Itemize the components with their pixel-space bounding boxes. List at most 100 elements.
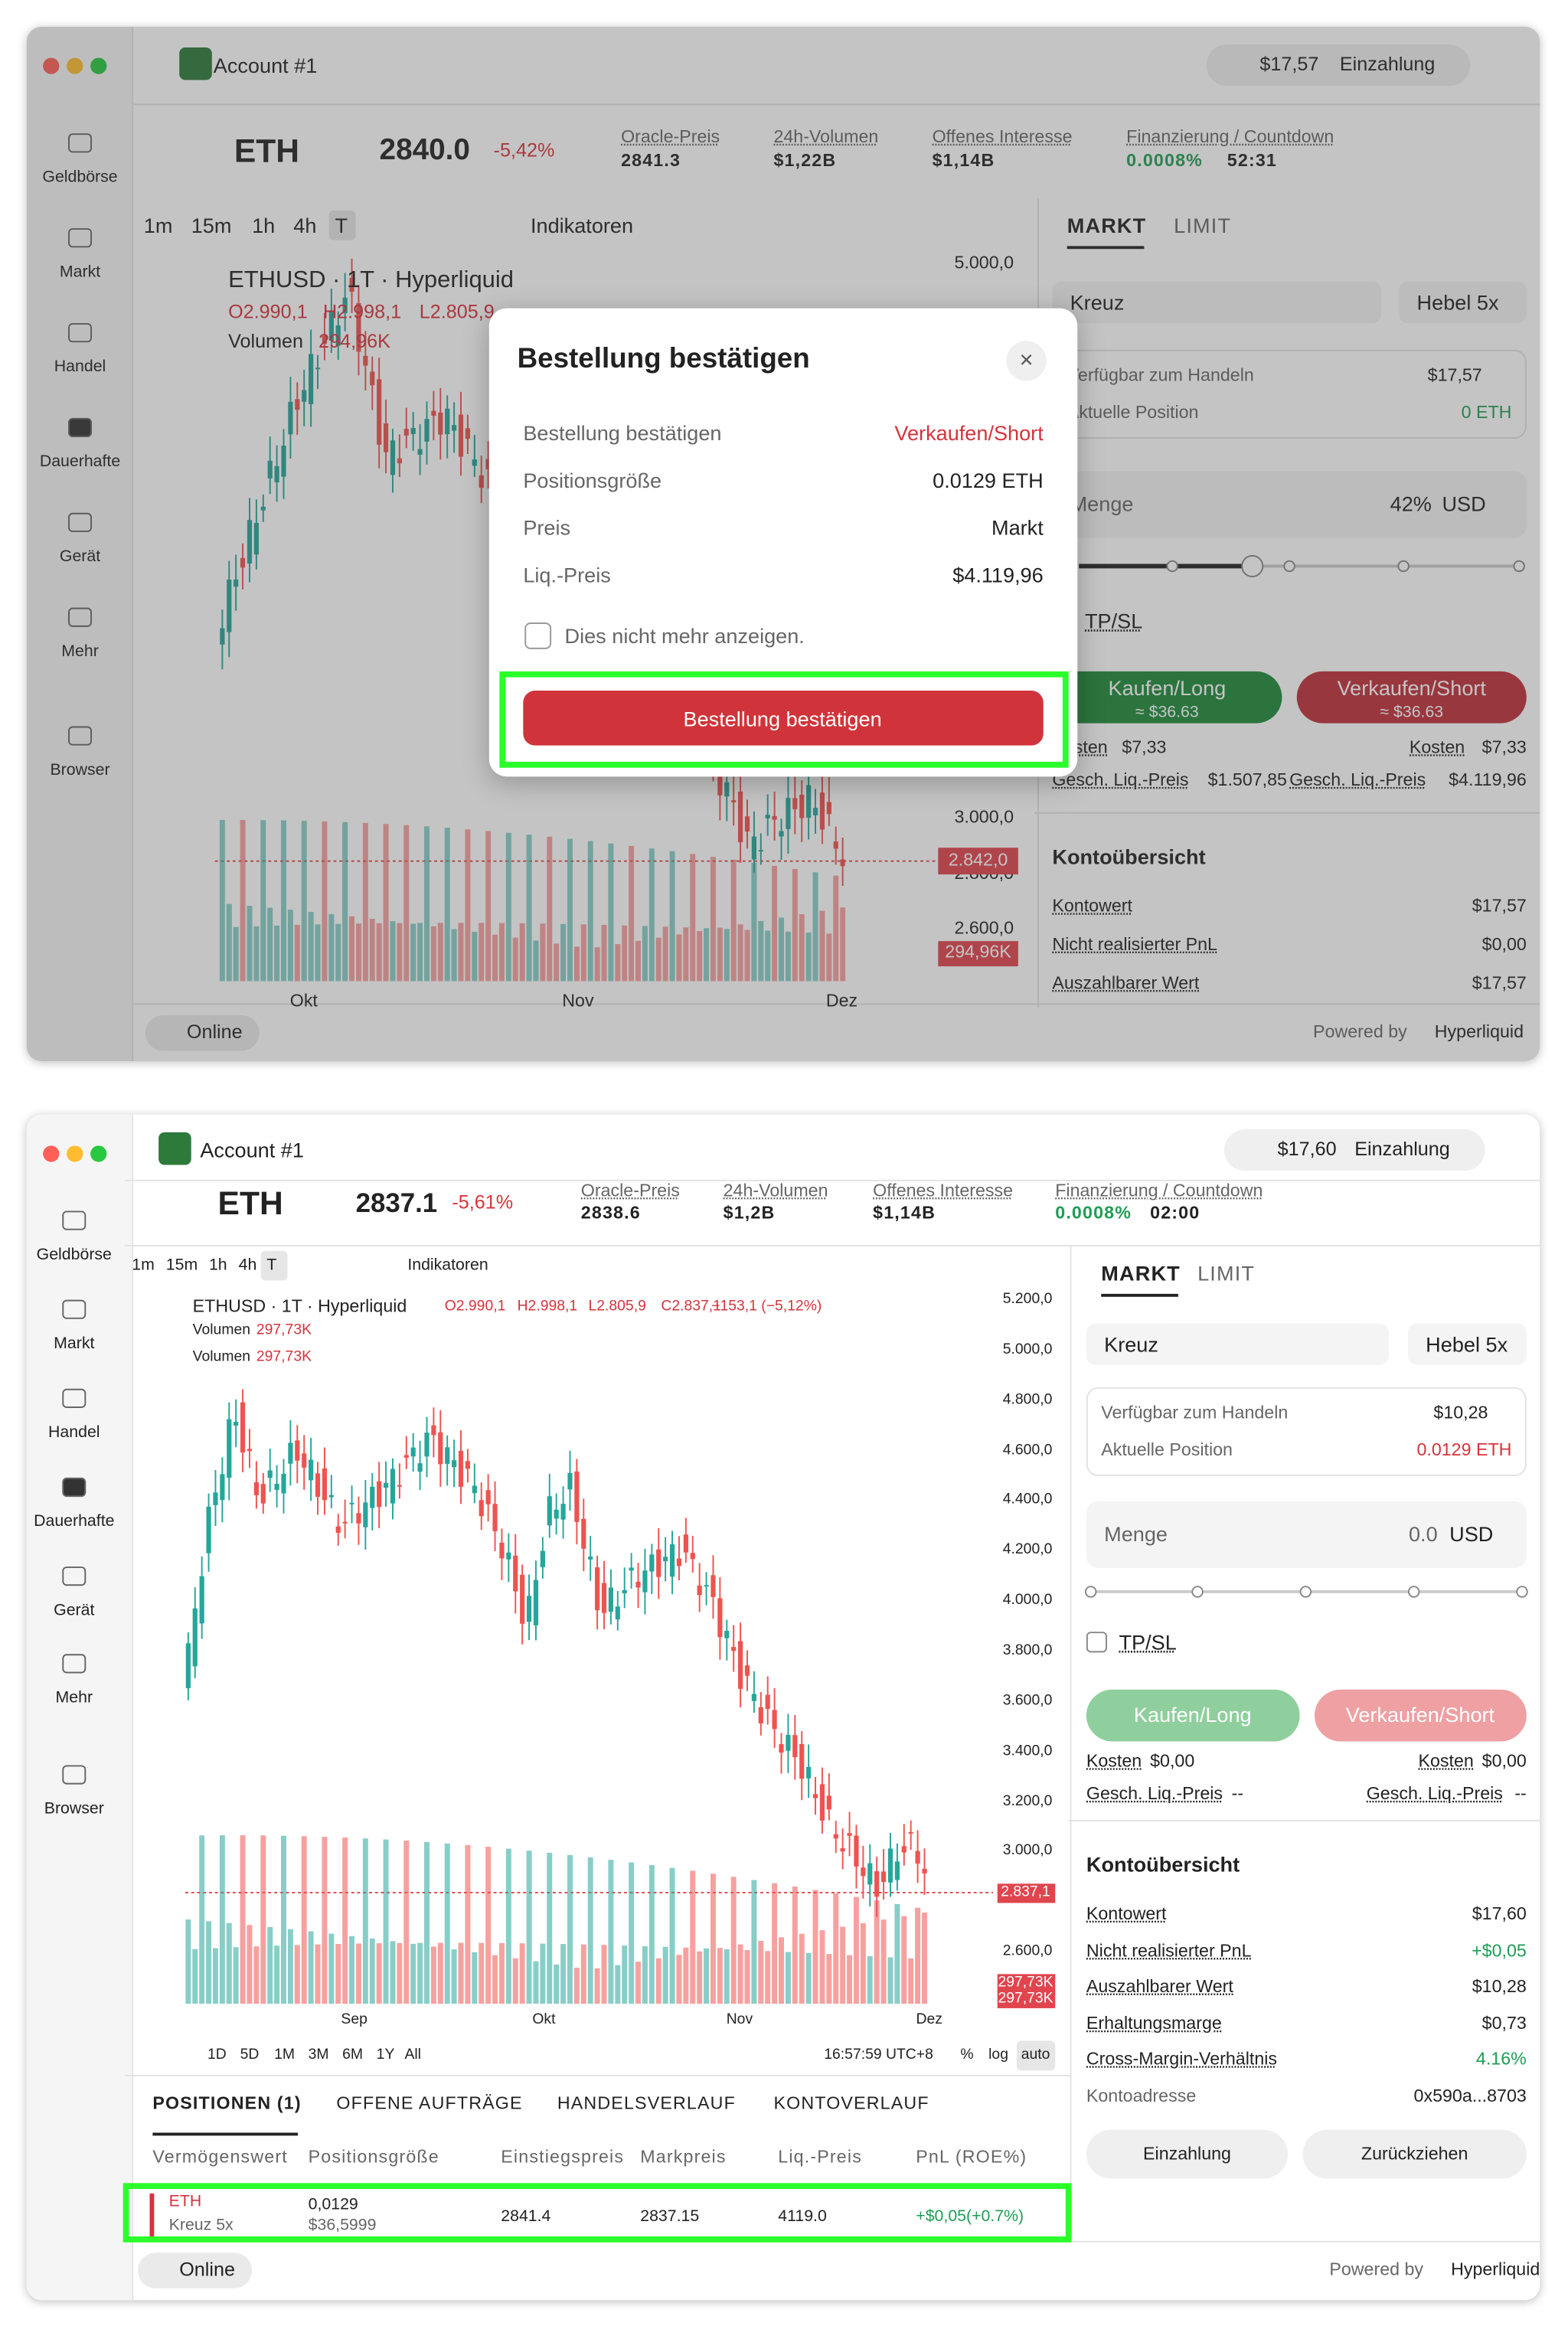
scale-option[interactable]: % xyxy=(960,2047,974,2064)
margin-select[interactable] xyxy=(1086,1323,1389,1365)
timeframe[interactable]: 1m xyxy=(132,1256,155,1275)
range-button[interactable]: 3M xyxy=(308,2047,329,2064)
sidebar-label[interactable]: Dauerhafte xyxy=(34,1512,115,1531)
candle-body xyxy=(737,1641,743,1689)
volume-bar xyxy=(212,1948,218,2004)
volume-bar xyxy=(376,923,382,982)
order-tab[interactable]: LIMIT xyxy=(1174,213,1232,237)
timeframe[interactable]: 15m xyxy=(191,213,232,237)
range-button[interactable]: 5D xyxy=(240,2047,260,2064)
window-control[interactable] xyxy=(67,1145,83,1162)
deposit-button[interactable]: Einzahlung xyxy=(1339,52,1436,75)
sidebar-icon xyxy=(68,512,93,532)
volume-bar xyxy=(874,1900,880,2004)
buy-label[interactable]: Kaufen/Long xyxy=(1133,1703,1252,1727)
buy-button[interactable] xyxy=(1052,671,1282,724)
sidebar-label[interactable]: Markt xyxy=(59,263,101,282)
account-action-label[interactable]: Zurückziehen xyxy=(1361,2143,1468,2164)
positions-tab[interactable]: HANDELSVERLAUF xyxy=(557,2092,736,2114)
margin-mode[interactable]: Kreuz xyxy=(1070,290,1125,315)
window-control[interactable] xyxy=(43,1145,60,1162)
sidebar-label[interactable]: Gerät xyxy=(54,1601,95,1620)
account-action-label[interactable]: Einzahlung xyxy=(1143,2143,1232,2164)
tpsl-checkbox[interactable] xyxy=(1086,1632,1107,1653)
leverage-select[interactable] xyxy=(1399,281,1527,323)
positions-tab[interactable]: POSITIONEN (1) xyxy=(152,2092,302,2114)
modal-close[interactable]: × xyxy=(1006,341,1047,381)
candle-body xyxy=(472,459,477,466)
window-control[interactable] xyxy=(90,1145,107,1162)
deposit-button[interactable]: Einzahlung xyxy=(1354,1137,1450,1160)
modal-checkbox[interactable] xyxy=(524,622,552,649)
timeframe[interactable]: T xyxy=(266,1256,277,1275)
indicators-button[interactable]: Indikatoren xyxy=(407,1256,488,1275)
sell-button[interactable] xyxy=(1314,1689,1527,1742)
timeframe[interactable]: 1h xyxy=(252,213,276,237)
candle-body xyxy=(710,1575,716,1597)
range-button[interactable]: 6M xyxy=(342,2047,364,2064)
range-button[interactable]: 1M xyxy=(274,2047,296,2064)
sidebar-label[interactable]: Markt xyxy=(54,1335,95,1353)
volume-bar xyxy=(533,940,539,982)
scale-option[interactable]: auto xyxy=(1021,2047,1050,2064)
order-tab[interactable]: MARKT xyxy=(1101,1261,1181,1286)
sidebar-label[interactable]: Handel xyxy=(48,1423,100,1442)
timeframe[interactable]: T xyxy=(335,213,348,237)
sell-button[interactable] xyxy=(1296,671,1527,724)
amount-input[interactable] xyxy=(1086,1501,1527,1569)
order-tab[interactable]: MARKT xyxy=(1067,213,1147,237)
margin-select[interactable] xyxy=(1052,281,1382,323)
account-action[interactable] xyxy=(1086,2129,1289,2179)
margin-mode[interactable]: Kreuz xyxy=(1104,1332,1158,1357)
order-tab[interactable]: LIMIT xyxy=(1197,1261,1256,1286)
volume-bar xyxy=(751,1880,757,2004)
balance-pill[interactable] xyxy=(1223,1129,1485,1171)
sidebar-label[interactable]: Geldbörse xyxy=(42,168,118,187)
account-name[interactable]: Account #1 xyxy=(200,1138,304,1162)
sidebar-label[interactable]: Dauerhafte xyxy=(39,452,121,471)
price-scale-label: 4.200,0 xyxy=(1002,1542,1053,1559)
candle-body xyxy=(403,429,409,436)
sidebar-label[interactable]: Handel xyxy=(54,358,106,377)
window-control[interactable] xyxy=(90,57,107,74)
timeframe[interactable]: 1h xyxy=(208,1256,227,1275)
leverage[interactable]: Hebel 5x xyxy=(1426,1332,1508,1357)
stat-value: 0.0008% xyxy=(1055,1202,1132,1223)
range-button[interactable]: 1Y xyxy=(376,2047,395,2064)
positions-tab[interactable]: KONTOVERLAUF xyxy=(773,2092,929,2114)
balance-pill[interactable] xyxy=(1206,44,1471,87)
account-name[interactable]: Account #1 xyxy=(213,53,318,77)
timeframe[interactable]: 4h xyxy=(293,213,317,237)
volume-bar xyxy=(192,1949,198,2004)
sidebar-label[interactable]: Geldbörse xyxy=(36,1246,112,1264)
range-button[interactable]: All xyxy=(404,2047,421,2064)
candle-body xyxy=(765,815,770,818)
account-action[interactable] xyxy=(1302,2129,1527,2179)
indicators-button[interactable]: Indikatoren xyxy=(530,213,634,237)
sidebar-label[interactable]: Gerät xyxy=(59,547,101,566)
leverage[interactable]: Hebel 5x xyxy=(1416,290,1499,315)
buy-button[interactable] xyxy=(1086,1689,1299,1742)
confirm-button[interactable] xyxy=(523,691,1044,746)
sidebar-label[interactable]: Browser xyxy=(50,761,110,779)
confirm-label[interactable]: Bestellung bestätigen xyxy=(683,707,882,731)
funding-countdown: 52:31 xyxy=(1227,149,1278,171)
sidebar-label[interactable]: Mehr xyxy=(55,1689,93,1707)
window-control[interactable] xyxy=(67,57,83,74)
sell-label[interactable]: Verkaufen/Short xyxy=(1345,1703,1495,1727)
positions-tab[interactable]: OFFENE AUFTRÄGE xyxy=(336,2092,523,2114)
sidebar-label[interactable]: Browser xyxy=(44,1800,104,1818)
sell-label[interactable]: Verkaufen/Short xyxy=(1337,675,1486,700)
range-button[interactable]: 1D xyxy=(207,2047,227,2064)
window-control[interactable] xyxy=(43,57,60,74)
leverage-select[interactable] xyxy=(1407,1323,1527,1365)
timeframe[interactable]: 1m xyxy=(143,213,173,237)
modal-checkbox-label[interactable]: Dies nicht mehr anzeigen. xyxy=(564,623,805,648)
timeframe[interactable]: 4h xyxy=(238,1256,257,1275)
amount-input[interactable] xyxy=(1052,471,1527,538)
buy-label[interactable]: Kaufen/Long xyxy=(1108,675,1227,700)
sidebar-label[interactable]: Mehr xyxy=(61,642,99,661)
slider-step xyxy=(1084,1586,1097,1598)
scale-option[interactable]: log xyxy=(988,2047,1008,2064)
timeframe[interactable]: 15m xyxy=(165,1256,198,1275)
